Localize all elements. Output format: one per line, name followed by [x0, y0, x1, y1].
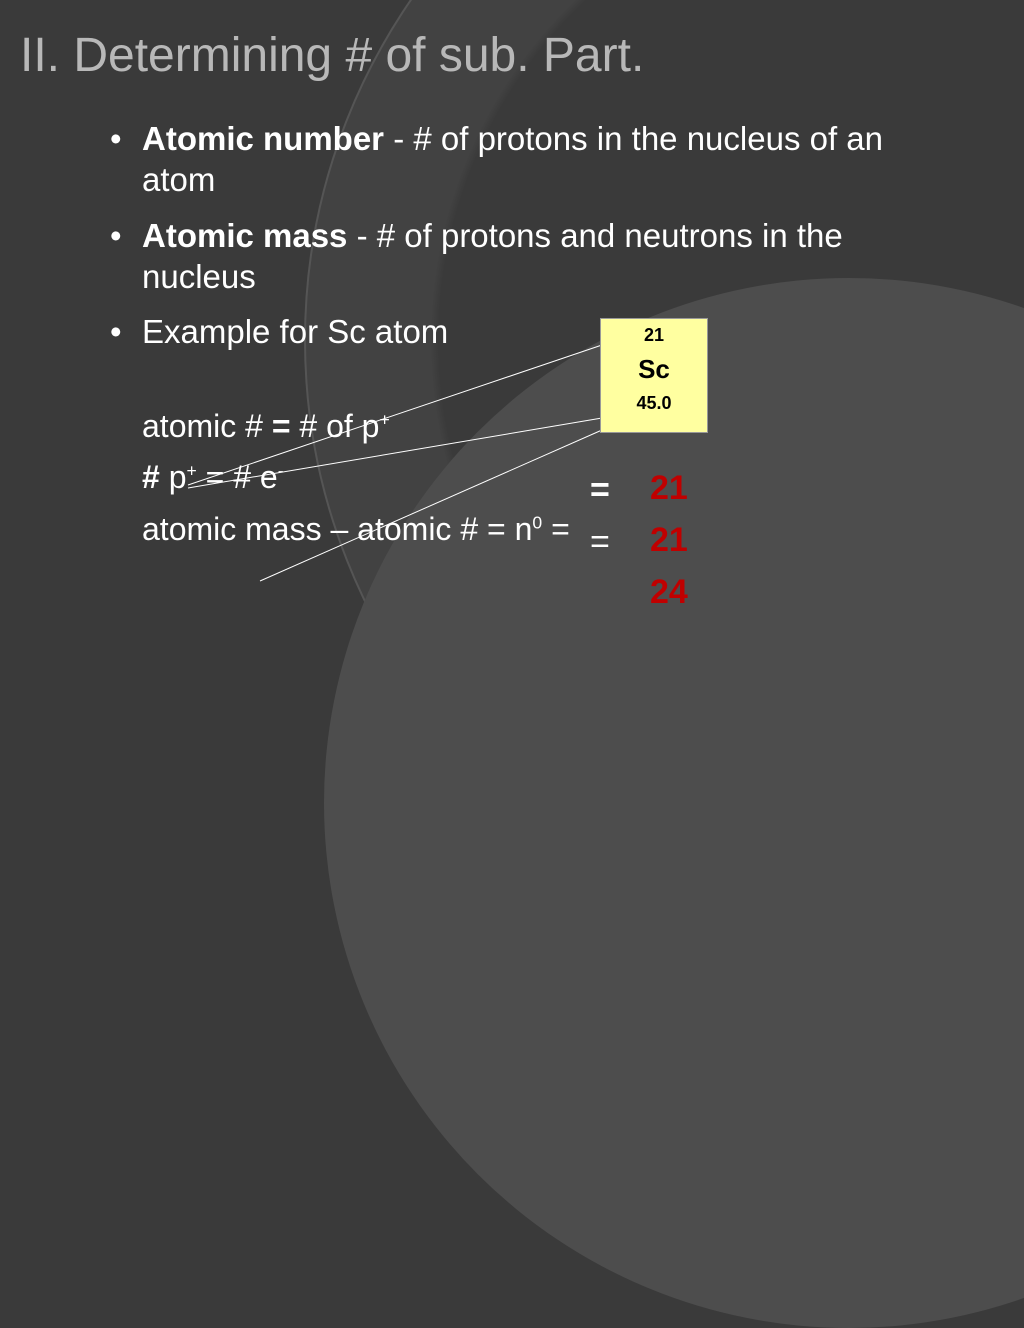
line-protons-electrons: # p+ = # e- [142, 452, 1024, 503]
result-protons: 21 [650, 463, 688, 515]
bullet-example: Example for Sc atom [110, 311, 964, 352]
text-mass-minus: atomic mass – atomic # = n [142, 511, 532, 547]
element-symbol: Sc [601, 354, 707, 385]
result-electrons: 21 [650, 515, 688, 567]
bullet-atomic-number: Atomic number - # of protons in the nucl… [110, 118, 964, 201]
bullet-list: Atomic number - # of protons in the nucl… [0, 93, 1024, 352]
line-atomic-number-protons: atomic # = # of p+ [142, 401, 1024, 452]
equals-1: = [590, 465, 610, 517]
text-num-p: # of p [291, 408, 380, 444]
sup-plus-1: + [379, 410, 389, 430]
results-column: 21 21 24 [650, 463, 688, 619]
slide-content: II. Determining # of sub. Part. Atomic n… [0, 0, 1024, 768]
equation-lines: atomic # = # of p+ # p+ = # e- atomic ma… [0, 366, 1024, 555]
term-atomic-number: Atomic number [142, 120, 384, 157]
result-neutrons: 24 [650, 567, 688, 619]
bullet-atomic-mass: Atomic mass - # of protons and neutrons … [110, 215, 964, 298]
sup-plus-2: + [186, 461, 196, 481]
text-hash: # [142, 459, 169, 495]
element-tile-sc: 21 Sc 45.0 [600, 318, 708, 433]
element-atomic-number: 21 [601, 325, 707, 346]
sup-zero: 0 [532, 512, 542, 532]
text-eq1: = [272, 408, 291, 444]
equals-2: = [590, 517, 610, 569]
text-eq3: = [542, 511, 570, 547]
term-atomic-mass: Atomic mass [142, 217, 347, 254]
line-mass-neutrons: atomic mass – atomic # = n0 = [142, 504, 1024, 555]
text-p: p [169, 459, 187, 495]
text-eq-e: = # e [197, 459, 278, 495]
slide-title: II. Determining # of sub. Part. [0, 0, 1024, 93]
equals-column: = = [590, 465, 610, 569]
element-atomic-mass: 45.0 [601, 393, 707, 414]
sup-minus: - [278, 461, 284, 481]
text-atomic-num: atomic # [142, 408, 272, 444]
